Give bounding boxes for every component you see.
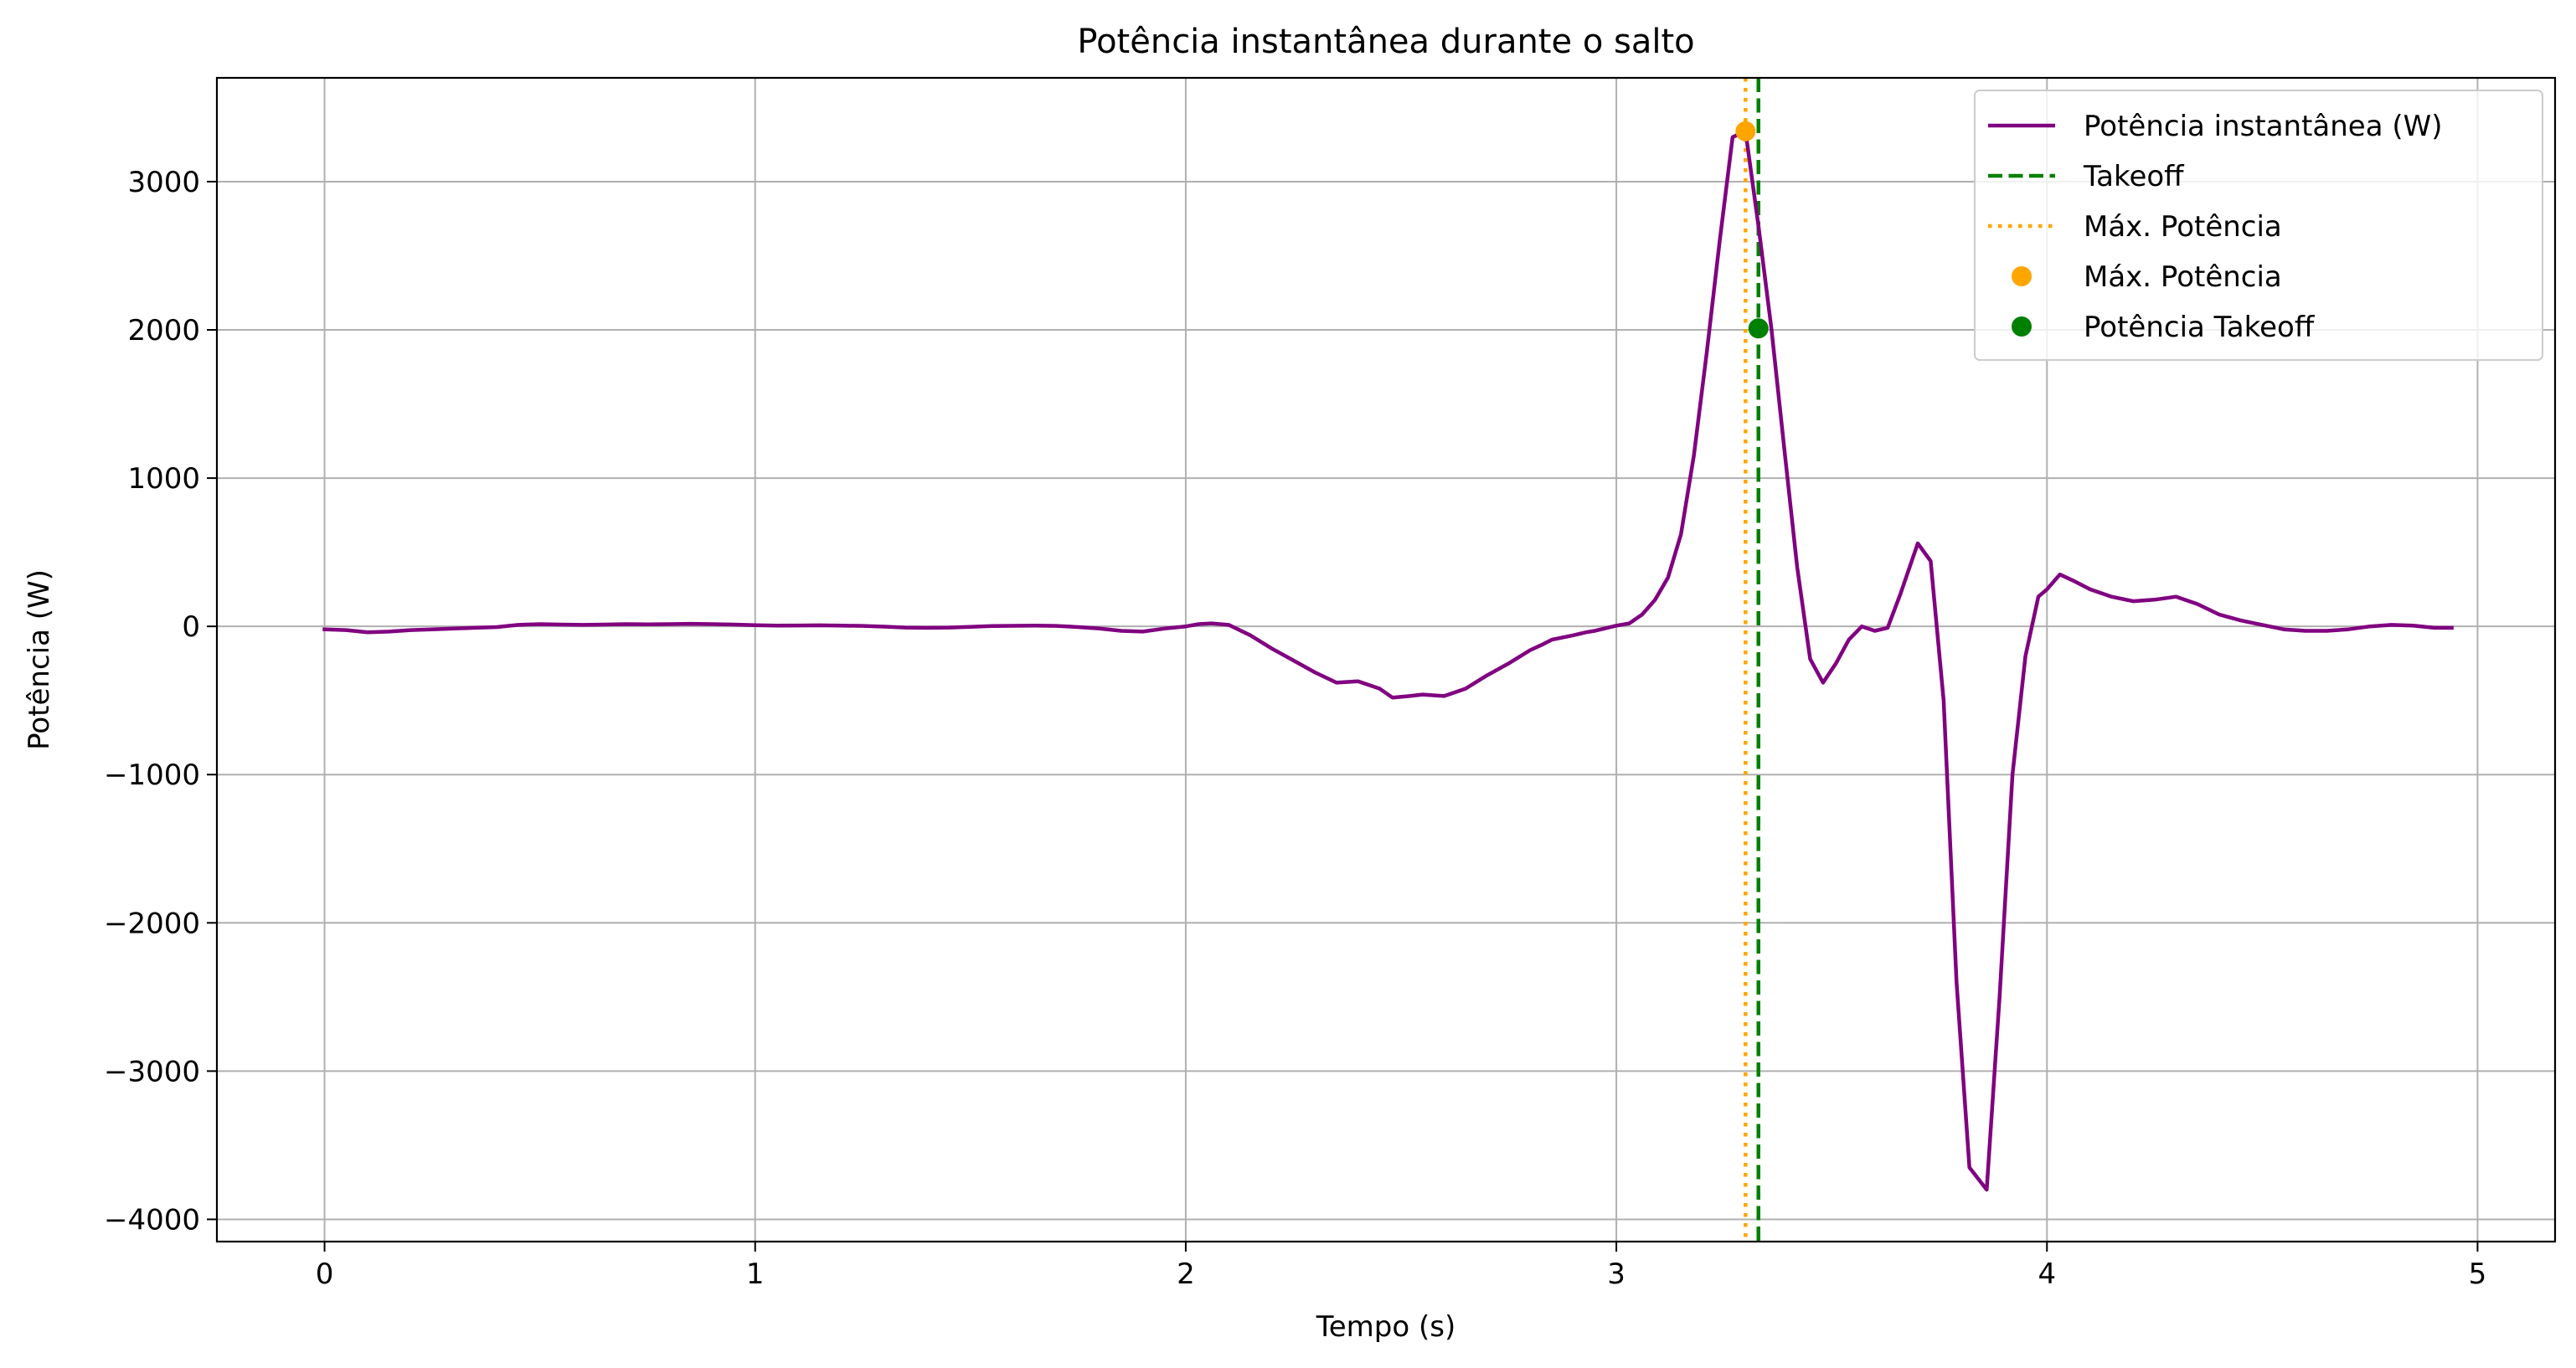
reference-lines — [1744, 78, 1761, 1242]
legend: Potência instantânea (W) Takeoff Máx. Potê… — [1974, 90, 2543, 361]
legend-box — [1974, 90, 2543, 361]
legend-marker-swatch — [2012, 316, 2032, 337]
y-tick-label: 3000 — [127, 166, 200, 199]
y-tick-label: −3000 — [104, 1055, 200, 1088]
legend-label: Potência Takeoff — [2084, 311, 2316, 344]
y-axis-label: Potência (W) — [23, 569, 56, 750]
y-tick-label: −2000 — [104, 907, 200, 940]
y-tick-label: −4000 — [104, 1203, 200, 1237]
max-power-marker — [1735, 121, 1756, 141]
x-axis-ticks: 0 1 2 3 4 5 — [316, 1242, 2487, 1291]
x-tick-label: 0 — [316, 1257, 334, 1291]
y-axis-ticks: −4000 −3000 −2000 −1000 0 1000 2000 3000 — [104, 166, 217, 1237]
plot-frame — [215, 76, 2557, 1243]
legend-label: Takeoff — [2083, 160, 2185, 193]
chart-title: Potência instantânea durante o salto — [1077, 23, 1694, 61]
legend-marker-swatch — [2012, 266, 2032, 286]
y-tick-label: 0 — [182, 610, 200, 644]
x-tick-label: 2 — [1177, 1257, 1195, 1291]
legend-label: Potência instantânea (W) — [2084, 110, 2443, 143]
legend-label: Máx. Potência — [2084, 210, 2282, 244]
legend-label: Máx. Potência — [2084, 260, 2282, 294]
y-tick-label: 2000 — [127, 314, 200, 347]
series — [322, 129, 2454, 1192]
x-axis-label: Tempo (s) — [1316, 1310, 1455, 1344]
y-tick-label: 1000 — [127, 462, 200, 496]
y-tick-label: −1000 — [104, 759, 200, 792]
x-tick-label: 3 — [1607, 1257, 1625, 1291]
takeoff-power-marker — [1748, 318, 1769, 339]
markers — [1735, 121, 1769, 339]
power-series-line — [322, 129, 2454, 1192]
x-tick-label: 1 — [746, 1257, 765, 1291]
x-tick-label: 4 — [2038, 1257, 2056, 1291]
x-tick-label: 5 — [2469, 1257, 2487, 1291]
